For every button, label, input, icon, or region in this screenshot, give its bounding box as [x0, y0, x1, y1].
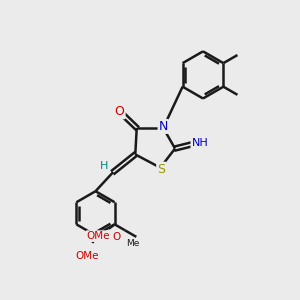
Text: OMe: OMe [75, 251, 98, 261]
Text: OMe: OMe [87, 231, 110, 241]
Text: NH: NH [191, 138, 208, 148]
Text: O: O [115, 105, 124, 118]
Text: N: N [159, 120, 168, 133]
Text: Me: Me [126, 239, 140, 248]
Text: O: O [112, 232, 120, 242]
Text: S: S [157, 163, 165, 176]
Text: H: H [100, 161, 109, 171]
